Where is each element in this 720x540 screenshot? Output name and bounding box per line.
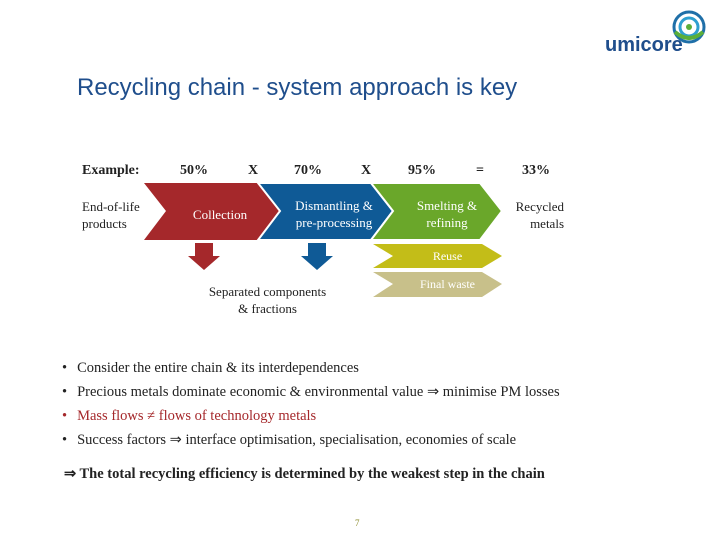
logo-text: umicore [605,34,683,56]
bullet-item: Mass flows ≠ flows of technology metals [62,404,560,428]
bullet-list: Consider the entire chain & its interdep… [62,356,560,452]
collection-chevron [144,183,280,240]
final-waste-chevron [373,272,502,297]
multiply-2: X [361,163,372,178]
separated-label-1: Separated components [208,284,327,299]
total-rate: 33% [522,163,550,178]
collection-label: Collection [192,207,248,222]
reuse-chevron [373,244,502,268]
page-title: Recycling chain - system approach is key [77,74,518,101]
smelting-chevron [368,182,504,241]
conclusion: ⇒ The total recycling efficiency is dete… [64,466,545,482]
dismantling-label-1: Dismantling & [295,198,373,213]
equals: = [476,163,484,178]
logo-swirl-icon [672,10,706,44]
collection-down-arrow [188,243,220,270]
example-label: Example: [82,163,140,178]
dismantling-label-2: pre-processing [295,215,373,230]
umicore-logo [600,10,712,60]
collection-rate: 50% [180,163,208,178]
separated-label-2: & fractions [238,301,297,316]
multiply-1: X [248,163,259,178]
smelting-label-1: Smelting & [416,198,478,213]
smelting-rate: 95% [408,163,436,178]
dismantling-down-arrow [301,243,333,270]
bullet-item: Consider the entire chain & its interdep… [62,356,560,380]
final-waste-label: Final waste [420,277,475,291]
bullet-item: Success factors ⇒ interface optimisation… [62,428,560,452]
smelting-label-2: refining [426,215,468,230]
bullet-item: Precious metals dominate economic & envi… [62,380,560,404]
input-label: End-of-life products [82,199,140,231]
page-number: 7 [355,518,360,528]
output-label: Recycled metals [515,199,564,231]
reuse-label: Reuse [432,249,463,263]
dismantling-rate: 70% [294,163,322,178]
